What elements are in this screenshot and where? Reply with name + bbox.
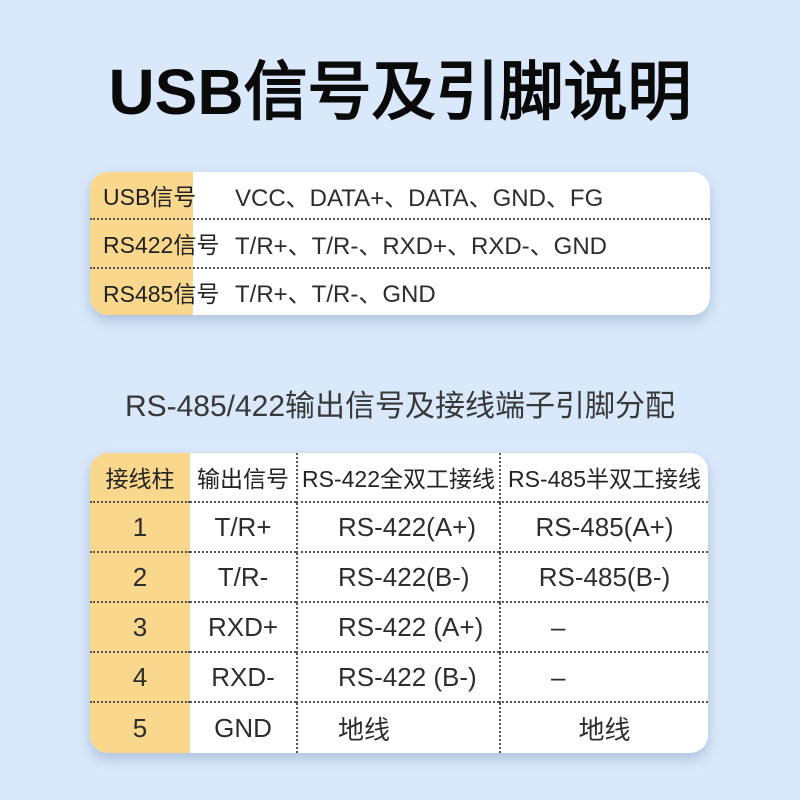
pin-cell-rs485: –	[499, 603, 708, 653]
pin-cell-rs485: 地线	[499, 703, 708, 753]
pin-table-header-output-signal: 输出信号	[190, 453, 296, 503]
pin-cell-signal: T/R+	[190, 503, 296, 553]
pin-cell-signal: RXD+	[190, 603, 296, 653]
signal-row-value: T/R+、T/R-、RXD+、RXD-、GND	[235, 232, 608, 260]
page-title: USB信号及引脚说明	[108, 56, 692, 128]
pin-table-header-rs485: RS-485半双工接线	[499, 453, 708, 503]
pin-cell-signal: RXD-	[190, 653, 296, 703]
signal-table: USB信号 VCC、DATA+、DATA、GND、FG RS422信号 T/R+…	[90, 172, 710, 315]
signal-row-label: RS422信号	[103, 232, 220, 259]
pin-cell-rs422: 地线	[296, 703, 499, 753]
pin-cell-terminal: 1	[90, 503, 190, 553]
pin-cell-rs422: RS-422 (A+)	[296, 603, 499, 653]
signal-row-value: T/R+、T/R-、GND	[235, 281, 436, 309]
pin-cell-signal: T/R-	[190, 553, 296, 603]
pin-table-header-rs422: RS-422全双工接线	[296, 453, 499, 503]
signal-table-row: RS422信号 T/R+、T/R-、RXD+、RXD-、GND	[90, 220, 710, 269]
signal-row-label: RS485信号	[103, 280, 220, 307]
pin-cell-rs485: –	[499, 653, 708, 703]
pin-cell-rs485: RS-485(A+)	[499, 503, 708, 553]
pin-table-header-terminal: 接线柱	[90, 453, 190, 503]
signal-row-label: USB信号	[103, 184, 197, 211]
pin-cell-signal: GND	[214, 712, 272, 743]
pin-cell-rs422: RS-422 (B-)	[296, 653, 499, 703]
pin-cell-rs422: RS-422(A+)	[296, 503, 499, 553]
signal-table-row: USB信号 VCC、DATA+、DATA、GND、FG	[90, 172, 710, 221]
pin-table: 接线柱 输出信号 RS-422全双工接线 RS-485半双工接线 1 T/R+ …	[90, 453, 708, 753]
signal-table-row: RS485信号 T/R+、T/R-、GND	[90, 269, 710, 315]
section-subtitle: RS-485/422输出信号及接线端子引脚分配	[124, 390, 676, 423]
signal-row-value: VCC、DATA+、DATA、GND、FG	[235, 184, 604, 212]
pin-cell-terminal: 4	[90, 653, 190, 703]
pin-cell-terminal: 5	[132, 712, 148, 743]
pin-cell-rs485: RS-485(B-)	[499, 553, 708, 603]
pin-cell-terminal: 2	[90, 553, 190, 603]
pin-cell-rs422: RS-422(B-)	[296, 553, 499, 603]
pin-cell-terminal: 3	[90, 603, 190, 653]
